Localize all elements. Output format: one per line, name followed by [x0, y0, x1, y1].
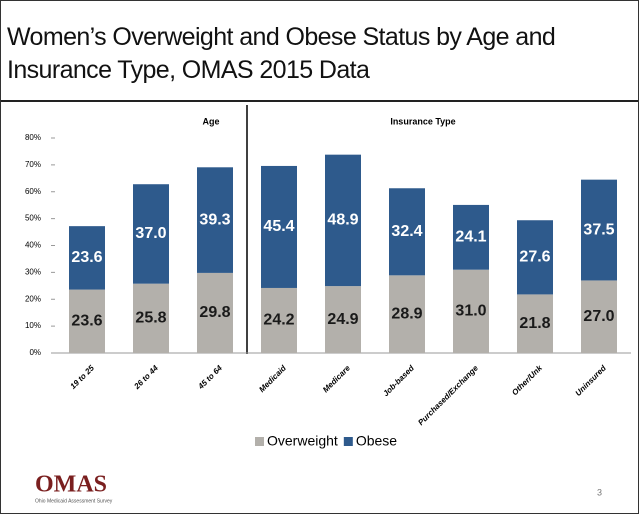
- bar-segment: [453, 204, 489, 270]
- bar-segment: [261, 287, 297, 353]
- x-tick-label: Uninsured: [574, 363, 609, 398]
- x-tick-label: Purchased/Exchange: [416, 363, 480, 427]
- value-label: 31.0: [455, 303, 486, 320]
- value-label: 37.0: [135, 225, 166, 242]
- logo: OMAS: [35, 472, 107, 498]
- value-label: 25.8: [135, 310, 166, 327]
- x-tick-label: Other/Unk: [510, 363, 544, 397]
- y-tick-label: 40%: [25, 241, 41, 250]
- bar-segment: [69, 289, 105, 353]
- y-tick-label: 60%: [25, 187, 41, 196]
- logo-subtitle: Ohio Medicaid Assessment Survey: [35, 498, 113, 504]
- y-tick-label: 70%: [25, 160, 41, 169]
- bar-segment: [581, 280, 617, 353]
- value-label: 27.0: [583, 308, 614, 325]
- bar-segment: [389, 275, 425, 353]
- bar-segment: [325, 286, 361, 353]
- legend-label: Obese: [356, 433, 397, 449]
- y-tick-label: 10%: [25, 321, 41, 330]
- x-tick-label: 19 to 25: [68, 363, 96, 391]
- x-tick-label: 26 to 44: [132, 363, 161, 392]
- group-label: Age: [202, 116, 219, 126]
- value-label: 21.8: [519, 315, 550, 332]
- bar-segment: [133, 184, 169, 284]
- value-label: 28.9: [391, 305, 422, 322]
- bar-segment: [453, 269, 489, 353]
- y-tick-label: 0%: [29, 348, 41, 357]
- x-tick-label: 45 to 64: [196, 363, 225, 392]
- value-label: 24.9: [327, 311, 358, 328]
- bar-segment: [133, 283, 169, 353]
- page-number: 3: [597, 487, 602, 497]
- y-tick-label: 80%: [25, 133, 41, 142]
- legend-swatch: [255, 437, 264, 446]
- value-label: 27.6: [519, 249, 550, 266]
- bar-segment: [325, 154, 361, 287]
- value-label: 37.5: [583, 221, 614, 238]
- bar-segment: [197, 272, 233, 353]
- legend-swatch: [343, 437, 353, 446]
- value-label: 32.4: [391, 223, 422, 240]
- x-tick-label: Job-based: [381, 363, 416, 398]
- bar-segment: [261, 165, 297, 288]
- legend-label: Overweight: [267, 433, 338, 449]
- bar-segment: [69, 226, 105, 290]
- x-tick-label: Medicaid: [257, 363, 288, 394]
- y-tick-label: 30%: [25, 267, 41, 276]
- value-label: 29.8: [199, 304, 230, 321]
- bar-segment: [581, 179, 617, 281]
- value-label: 48.9: [327, 212, 358, 229]
- y-tick-label: 50%: [25, 214, 41, 223]
- x-tick-label: Medicare: [321, 363, 352, 394]
- value-label: 24.2: [263, 312, 294, 329]
- bar-segment: [389, 188, 425, 276]
- group-label: Insurance Type: [390, 116, 455, 126]
- value-label: 45.4: [263, 218, 294, 235]
- slide-title: Women’s Overweight and Obese Status by A…: [7, 23, 556, 84]
- bar-segment: [197, 167, 233, 273]
- bar-segment: [517, 294, 553, 353]
- title-rule: [1, 100, 638, 102]
- value-label: 23.6: [71, 249, 102, 266]
- bar-segment: [517, 220, 553, 295]
- value-label: 24.1: [455, 229, 486, 246]
- value-label: 39.3: [199, 211, 230, 228]
- y-tick-label: 20%: [25, 294, 41, 303]
- value-label: 23.6: [71, 313, 102, 330]
